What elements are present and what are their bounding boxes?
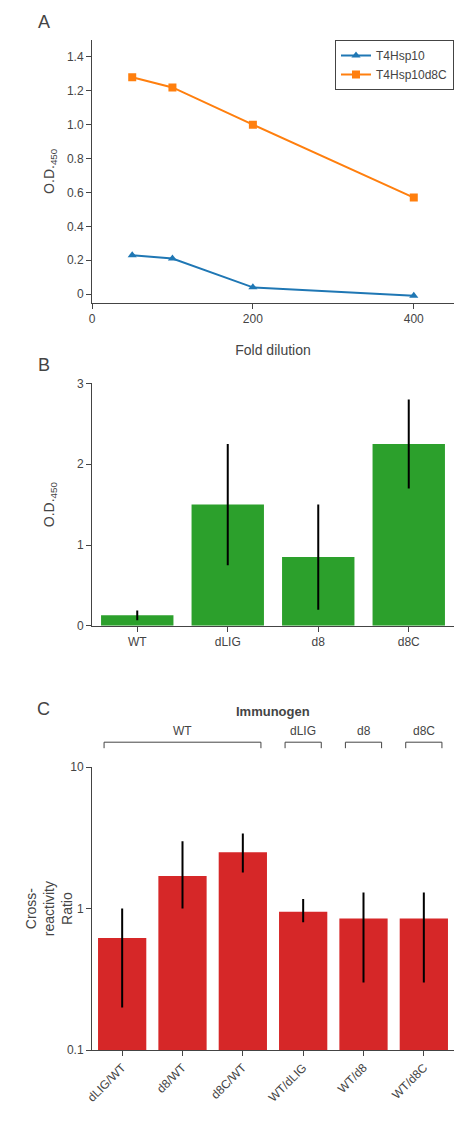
svg-text:0: 0 bbox=[77, 619, 84, 633]
svg-text:1.2: 1.2 bbox=[67, 84, 84, 98]
svg-text:WT: WT bbox=[128, 635, 147, 649]
svg-text:Fold dilution: Fold dilution bbox=[235, 342, 311, 358]
svg-text:d8C: d8C bbox=[398, 635, 420, 649]
svg-text:dLIG: dLIG bbox=[290, 724, 316, 738]
svg-text:d8/WT: d8/WT bbox=[154, 1060, 189, 1095]
svg-text:0.6: 0.6 bbox=[67, 186, 84, 200]
svg-text:WT/d8C: WT/d8C bbox=[389, 1061, 430, 1102]
svg-text:A: A bbox=[38, 12, 50, 32]
svg-text:200: 200 bbox=[243, 312, 263, 326]
svg-text:T4Hsp10: T4Hsp10 bbox=[376, 49, 425, 63]
svg-text:WT/d8: WT/d8 bbox=[335, 1061, 370, 1096]
svg-text:0: 0 bbox=[89, 312, 96, 326]
svg-text:dLIG: dLIG bbox=[215, 635, 241, 649]
svg-text:d8: d8 bbox=[312, 635, 326, 649]
svg-text:0.1: 0.1 bbox=[67, 1043, 84, 1057]
svg-text:dLIG/WT: dLIG/WT bbox=[85, 1060, 129, 1104]
svg-text:WT/dLIG: WT/dLIG bbox=[266, 1061, 310, 1105]
svg-text:B: B bbox=[38, 355, 50, 375]
svg-text:0.4: 0.4 bbox=[67, 220, 84, 234]
svg-text:Cross-reactivityRatio: Cross-reactivityRatio bbox=[23, 881, 75, 936]
svg-text:3: 3 bbox=[77, 377, 84, 391]
svg-text:Immunogen: Immunogen bbox=[236, 704, 310, 719]
svg-text:1.4: 1.4 bbox=[67, 50, 84, 64]
svg-text:d8C: d8C bbox=[413, 724, 435, 738]
svg-text:0.2: 0.2 bbox=[67, 253, 84, 267]
svg-text:0: 0 bbox=[77, 287, 84, 301]
svg-text:O.D.​450​: O.D.​450​ bbox=[41, 481, 59, 527]
svg-text:1.0: 1.0 bbox=[67, 118, 84, 132]
svg-text:T4Hsp10d8C: T4Hsp10d8C bbox=[376, 68, 447, 82]
svg-text:O.D.​450​: O.D.​450​ bbox=[41, 148, 59, 194]
svg-text:1: 1 bbox=[77, 538, 84, 552]
svg-text:C: C bbox=[37, 699, 50, 719]
svg-text:WT: WT bbox=[173, 724, 192, 738]
svg-text:d8C/WT: d8C/WT bbox=[208, 1060, 249, 1101]
svg-text:d8: d8 bbox=[357, 724, 371, 738]
svg-text:1: 1 bbox=[77, 902, 84, 916]
svg-text:400: 400 bbox=[404, 312, 424, 326]
svg-text:2: 2 bbox=[77, 457, 84, 471]
svg-text:10: 10 bbox=[70, 760, 84, 774]
svg-text:0.8: 0.8 bbox=[67, 152, 84, 166]
